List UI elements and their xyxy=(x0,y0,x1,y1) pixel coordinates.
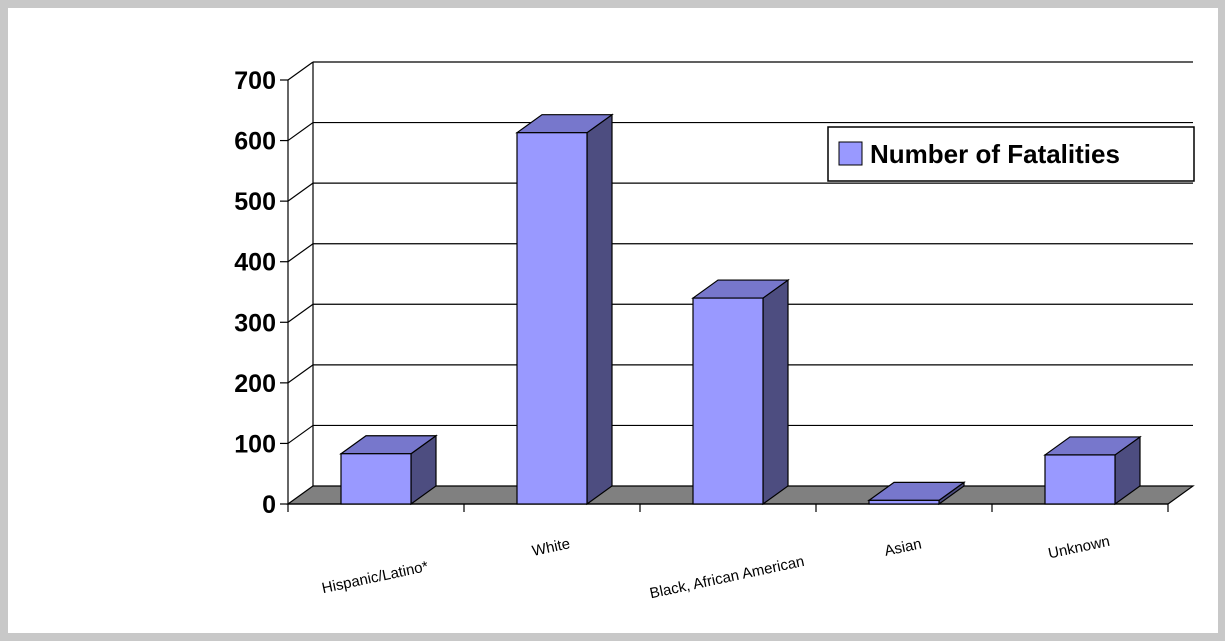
bar xyxy=(1043,435,1142,506)
gridline-diagonal xyxy=(287,243,314,263)
bar-front xyxy=(516,132,588,505)
bar xyxy=(339,434,438,506)
gridline-diagonal xyxy=(287,122,314,142)
y-tick-label: 0 xyxy=(262,491,276,519)
y-tick-label: 700 xyxy=(234,67,276,95)
x-tick-labels: Hispanic/Latino* White Black, African Amer… xyxy=(320,533,1111,603)
bar-chart: 0 100 200 300 400 500 600 700 Hispanic/Latino* W… xyxy=(234,61,1195,603)
y-tick-labels: 0 100 200 300 400 500 600 700 xyxy=(234,67,276,519)
legend-box xyxy=(827,126,1195,182)
bar-side xyxy=(762,278,789,506)
gridline-diagonal xyxy=(287,61,314,81)
bar-front xyxy=(340,453,412,505)
bar xyxy=(515,113,614,506)
gridline-diagonal xyxy=(287,303,314,323)
bar xyxy=(691,278,790,506)
legend: Number of Fatalities xyxy=(827,126,1195,182)
bar-front xyxy=(1044,454,1116,505)
bar-front xyxy=(868,499,940,505)
legend-swatch xyxy=(838,141,863,166)
y-tick-label: 100 xyxy=(234,430,276,458)
bars xyxy=(339,113,1142,506)
chart-frame: 0 100 200 300 400 500 600 700 Hispanic/Latino* W… xyxy=(8,8,1218,633)
x-tick-label: Unknown xyxy=(1047,533,1112,563)
y-tick-label: 500 xyxy=(234,188,276,216)
bar-side xyxy=(586,113,613,506)
y-tick-label: 400 xyxy=(234,249,276,277)
gridline-diagonal xyxy=(287,364,314,384)
bar-front xyxy=(692,297,764,505)
gridline-diagonal xyxy=(287,182,314,202)
y-tick-label: 300 xyxy=(234,309,276,337)
y-tick-label: 200 xyxy=(234,370,276,398)
legend-label: Number of Fatalities xyxy=(870,139,1120,169)
x-tick-label: Hispanic/Latino* xyxy=(320,558,430,597)
bar xyxy=(867,481,966,506)
y-tick-label: 600 xyxy=(234,128,276,156)
x-tick-label: Asian xyxy=(883,535,923,559)
x-tick-label: Black, African American xyxy=(648,553,806,602)
gridline-diagonal xyxy=(287,424,314,444)
x-tick-label: White xyxy=(531,535,572,560)
